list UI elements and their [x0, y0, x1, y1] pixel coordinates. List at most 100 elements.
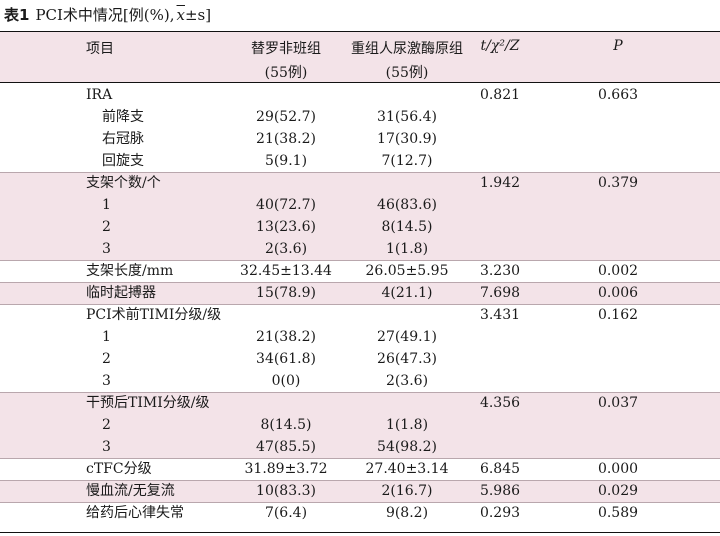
cell-p-value: 0.589: [597, 505, 639, 521]
cell-p-value: [578, 150, 658, 172]
row-label: IRA: [86, 87, 113, 103]
cell-group2: 31(56.4): [377, 109, 437, 125]
row-group-separator: [0, 392, 720, 393]
cell-group2: 1(1.8): [385, 241, 429, 257]
cell-test-statistic: 0.821: [479, 87, 521, 103]
cell-group2: [348, 84, 466, 106]
table-row: 干预后TIMI分级/级 4.356 0.037: [0, 392, 720, 414]
cell-group1: 13(23.6): [256, 219, 316, 235]
cell-group2: 4(21.1): [381, 285, 433, 301]
cell-group1: 40(72.7): [256, 197, 316, 213]
cell-p-value: 0.379: [597, 175, 639, 191]
table-row: 给药后心律失常 7(6.4) 9(8.2) 0.293 0.589: [0, 502, 720, 524]
row-label: 临时起搏器: [86, 285, 156, 301]
cell-test-statistic: [468, 348, 532, 370]
top-rule: [0, 31, 720, 32]
row-label: 慢血流/无复流: [86, 483, 175, 499]
cell-group1: 15(78.9): [256, 285, 316, 301]
cell-test-statistic: 1.942: [479, 175, 521, 191]
table-number: 表1: [4, 6, 30, 24]
cell-group2: 46(83.6): [377, 197, 437, 213]
row-label: 2: [102, 351, 111, 367]
cell-group1: 21(38.2): [256, 329, 316, 345]
table-title: PCI术中情况[例(%),: [35, 6, 175, 24]
cell-p-value: 0.006: [597, 285, 639, 301]
table-row: 2 34(61.8) 26(47.3): [0, 348, 720, 370]
row-label: 干预后TIMI分级/级: [86, 395, 210, 411]
cell-group2: 1(1.8): [385, 417, 429, 433]
table-row: 前降支 29(52.7) 31(56.4): [0, 106, 720, 128]
cell-group2: 26.05±5.95: [365, 263, 449, 279]
table-row: 1 40(72.7) 46(83.6): [0, 194, 720, 216]
row-label: 1: [102, 197, 111, 213]
cell-group1: 7(6.4): [264, 505, 308, 521]
cell-p-value: [578, 238, 658, 260]
row-group-band: [0, 480, 720, 502]
table-row: 3 47(85.5) 54(98.2): [0, 436, 720, 458]
cell-group1: 47(85.5): [256, 439, 316, 455]
cell-group2: 8(14.5): [381, 219, 433, 235]
table-row: 2 13(23.6) 8(14.5): [0, 216, 720, 238]
cell-test-statistic: [468, 414, 532, 436]
cell-test-statistic: [468, 128, 532, 150]
cell-group2: 27.40±3.14: [365, 461, 449, 477]
header-item: 项目: [86, 41, 114, 57]
row-label: cTFC分级: [86, 461, 152, 477]
row-group-separator: [0, 502, 720, 503]
table-row: 支架长度/mm 32.45±13.44 26.05±5.95 3.230 0.002: [0, 260, 720, 282]
table-row: 支架个数/个 1.942 0.379: [0, 172, 720, 194]
cell-group1: [232, 392, 340, 414]
cell-p-value: [578, 414, 658, 436]
cell-p-value: [578, 370, 658, 392]
header-group2-count: (55例): [385, 65, 429, 81]
row-group-separator: [0, 282, 720, 283]
cell-group1: 0(0): [271, 373, 301, 389]
cell-p-value: 0.029: [597, 483, 639, 499]
cell-p-value: [578, 326, 658, 348]
cell-test-statistic: [468, 370, 532, 392]
cell-group1: [232, 84, 340, 106]
cell-group1: [232, 304, 340, 326]
cell-p-value: [578, 216, 658, 238]
cell-test-statistic: [468, 216, 532, 238]
cell-test-statistic: [468, 150, 532, 172]
table-row: IRA 0.821 0.663: [0, 84, 720, 106]
cell-test-statistic: [468, 106, 532, 128]
row-group-separator: [0, 480, 720, 481]
row-label: 支架长度/mm: [86, 263, 174, 279]
header-p-value: P: [613, 38, 623, 54]
row-label: 3: [102, 241, 111, 257]
row-group-separator: [0, 304, 720, 305]
cell-test-statistic: 0.293: [479, 505, 521, 521]
cell-group1: 5(9.1): [264, 153, 308, 169]
cell-group2: 26(47.3): [377, 351, 437, 367]
row-label: 前降支: [102, 109, 144, 125]
row-group-band: [0, 392, 720, 458]
row-group-band: [0, 282, 720, 304]
cell-test-statistic: [468, 436, 532, 458]
cell-group2: 27(49.1): [377, 329, 437, 345]
row-label: 1: [102, 329, 111, 345]
cell-group1: 10(83.3): [256, 483, 316, 499]
row-group-separator: [0, 172, 720, 173]
cell-p-value: [578, 436, 658, 458]
header-group1-count: (55例): [264, 65, 308, 81]
cell-group1: 32.45±13.44: [240, 263, 332, 279]
cell-group2: [348, 304, 466, 326]
table-row: 右冠脉 21(38.2) 17(30.9): [0, 128, 720, 150]
table-row: 3 0(0) 2(3.6): [0, 370, 720, 392]
row-group-separator: [0, 260, 720, 261]
cell-group1: 21(38.2): [256, 131, 316, 147]
cell-test-statistic: 3.431: [479, 307, 521, 323]
cell-p-value: [578, 128, 658, 150]
cell-group2: [348, 172, 466, 194]
cell-group1: [232, 172, 340, 194]
cell-group2: 54(98.2): [377, 439, 437, 455]
row-label: 支架个数/个: [86, 175, 161, 191]
cell-group2: [348, 392, 466, 414]
cell-test-statistic: 5.986: [479, 483, 521, 499]
table-row: 慢血流/无复流 10(83.3) 2(16.7) 5.986 0.029: [0, 480, 720, 502]
cell-group1: 34(61.8): [256, 351, 316, 367]
cell-test-statistic: 3.230: [479, 263, 521, 279]
row-label: 右冠脉: [102, 131, 144, 147]
